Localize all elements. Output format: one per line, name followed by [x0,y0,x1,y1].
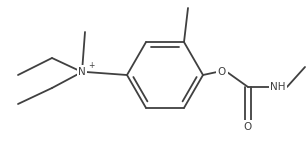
Text: +: + [88,61,94,70]
Text: NH: NH [270,82,286,92]
Text: N: N [78,67,86,77]
Text: O: O [218,67,226,77]
Text: O: O [244,122,252,132]
